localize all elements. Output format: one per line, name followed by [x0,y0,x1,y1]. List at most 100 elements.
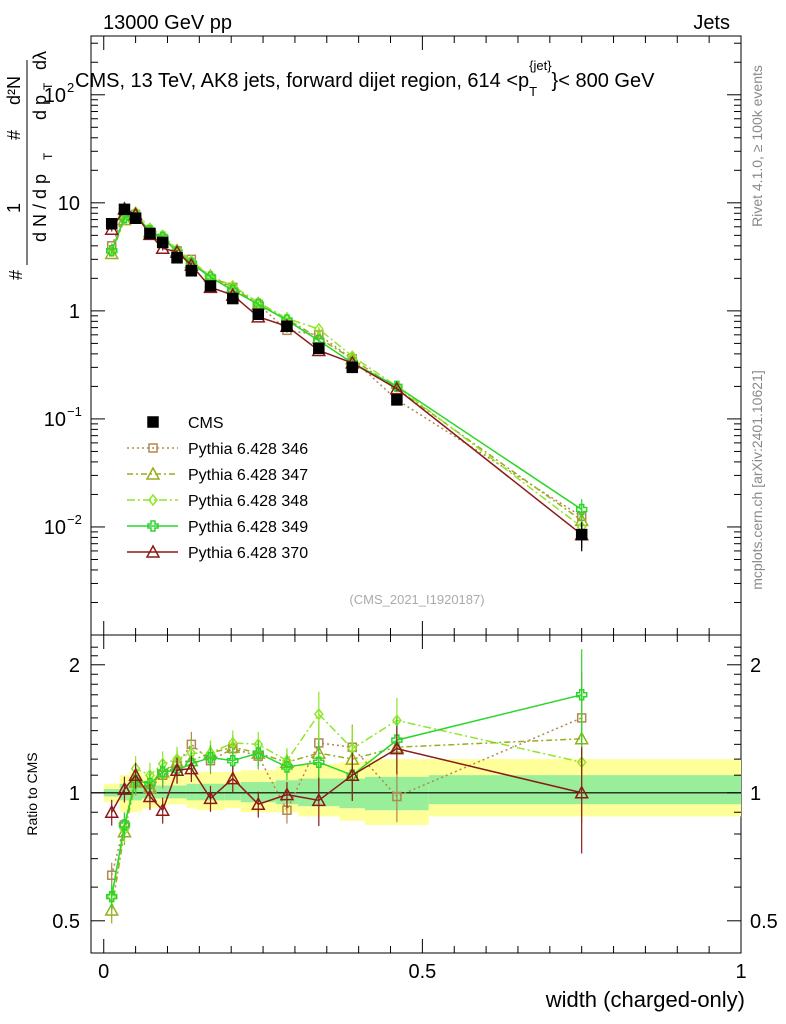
y-tick-label: 10 [58,193,80,215]
ratio-point-p370 [142,788,158,803]
ratio-point-p370 [345,767,360,781]
legend-marker [145,466,161,480]
legend-item-p347: Pythia 6.428 347 [127,466,308,484]
main-title-tail: }< 800 GeV [552,70,656,92]
ylabel-fraction-num: 1 [4,203,24,213]
ratio-point-p349 [105,890,118,903]
ratio-ticks: 0.5 0.5 1 1 2 2 0 0.5 1 [52,635,778,983]
watermark: (CMS_2021_I1920187) [349,592,484,607]
main-ylabel: # 1 d N / d p T # d²N d p T dλ [4,51,55,280]
main-title: CMS, 13 TeV, AK8 jets, forward dijet reg… [75,58,655,99]
ratio-point-p370 [104,804,119,818]
ratio-point-p370 [128,767,143,781]
ratio-point-p349 [575,689,588,701]
ratio-point-p349 [144,778,156,790]
uncertainty-band-inner [428,775,741,805]
ratio-series-group [104,649,589,924]
point-cms [252,308,265,321]
legend-marker [148,493,158,507]
uncertainty-band-inner [167,785,187,799]
point-cms [313,342,325,355]
ratio-point-p349 [156,766,169,778]
ylabel-dpT-dl: d p [30,95,50,120]
point-cms [144,227,156,240]
point-p349 [391,380,403,393]
ratio-point-p349 [118,819,131,831]
ylabel-hash-right: # [4,130,24,140]
ratio-point-p349 [204,751,217,764]
y-tick-exponent: −1 [67,404,82,419]
point-p370 [389,381,405,395]
ylabel-dlambda: dλ [30,51,50,70]
rivet-label: Rivet 4.1.0, ≥ 100k events [749,65,765,227]
y-tick-label: 10 [44,517,66,539]
x-axis-label: width (charged-only) [545,987,745,1012]
legend-item-p370: Pythia 6.428 370 [127,544,308,562]
ratio-y-tick-label: 0.5 [52,911,80,933]
ratio-point-p370 [574,785,589,799]
legend-item-cms: CMS [147,415,224,432]
ratio-y-tick-label: 1 [69,783,80,805]
ratio-ylabel: Ratio to CMS [24,752,40,835]
y-tick-label: 10 [44,85,66,107]
point-cms [118,203,131,216]
ratio-point-p370 [203,790,218,805]
legend-marker [145,544,161,558]
mcplots-label: mcplots.cern.ch [arXiv:2401.10621] [749,370,765,589]
main-title-sub: T [529,84,537,99]
ylabel-fraction-den: d N / d p [30,174,50,242]
ratio-point-p370 [311,792,327,807]
point-cms [575,528,588,541]
ratio-point-p349 [227,754,239,767]
ratio-point-p370 [169,762,185,776]
legend-marker [148,443,158,453]
point-p348 [313,322,324,336]
ratio-y-tick-label-right: 1 [750,783,761,805]
legend-item-p349: Pythia 6.428 349 [127,519,308,536]
point-p349 [105,245,118,257]
ratio-point-p347 [104,902,119,916]
y-tick-exponent: −2 [67,512,82,527]
point-cms [129,212,142,224]
x-tick-label: 1 [735,961,746,983]
ratio-point-p370 [389,741,405,755]
point-cms [227,292,239,305]
header-right: Jets [693,12,730,34]
uncertainty-band-inner [224,783,241,801]
point-cms [171,252,183,264]
y-tick-exponent: 2 [67,80,74,95]
ratio-point-p349 [185,758,198,770]
legend-label: Pythia 6.428 370 [188,545,308,562]
ratio-point-p346 [392,791,402,802]
point-cms [156,236,169,249]
ratio-point-p348 [313,708,324,721]
legend-label: Pythia 6.428 348 [188,493,308,510]
legend-marker [147,520,159,532]
ratio-point-p349 [281,761,293,773]
main-series-group [104,201,589,552]
point-cms [391,394,403,406]
ratio-y-tick-label: 2 [69,655,80,677]
ratio-point-p370 [155,802,170,816]
point-cms [281,320,293,333]
ylabel-sub-T2: T [41,82,55,90]
legend-label: CMS [188,415,224,432]
ylabel-d2N: d²N [4,76,24,105]
ratio-y-tick-label-right: 2 [750,655,761,677]
ratio-point-p370 [184,761,199,775]
ylabel-sub-T: T [41,152,55,160]
legend-label: Pythia 6.428 349 [188,519,308,536]
point-p349 [575,503,588,516]
ratio-point-p370 [251,796,266,810]
legend-item-p348: Pythia 6.428 348 [127,493,308,510]
series-cms [105,203,588,552]
ratio-point-p370 [279,787,295,801]
ylabel-hash-left: # [6,270,26,280]
ratio-y-tick-label-right: 0.5 [750,911,778,933]
point-cms [346,361,359,374]
ratio-series-p370 [104,726,589,854]
x-tick-label: 0 [98,961,109,983]
x-tick-label: 0.5 [408,961,436,983]
main-title-sup: {jet} [529,58,552,73]
y-tick-label: 10 [44,409,66,431]
